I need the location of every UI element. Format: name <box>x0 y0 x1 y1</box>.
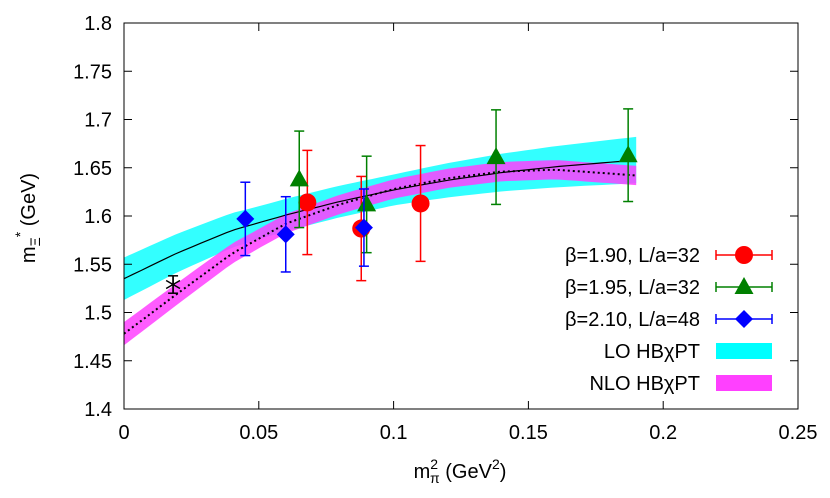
data-point-triangle <box>289 169 309 187</box>
x-axis-title-unit-post: ) <box>500 461 507 483</box>
y-tick-label: 1.65 <box>73 158 112 180</box>
data-point-triangle <box>486 147 506 165</box>
data-point-diamond <box>236 209 255 228</box>
x-tick-label: 0.25 <box>779 422 818 444</box>
bands-layer <box>124 136 637 346</box>
x-tick-label: 0.15 <box>509 422 548 444</box>
curve-nlo <box>123 168 637 335</box>
data-point-circle <box>298 193 317 212</box>
y-tick-label: 1.55 <box>73 254 112 276</box>
y-axis-title: mΞ* (GeV) <box>12 173 43 263</box>
points-layer <box>165 108 638 294</box>
y-axis-title-sub: Ξ <box>27 237 43 246</box>
legend-marker-diamond <box>735 310 753 328</box>
data-point-circle <box>411 194 430 213</box>
x-tick-label: 0.1 <box>380 422 408 444</box>
x-axis-title-base: m <box>414 461 431 483</box>
data-point-diamond <box>354 218 373 237</box>
legend-label: LO HBχPT <box>604 341 700 363</box>
data-point-diamond <box>276 225 295 244</box>
x-tick-label: 0.05 <box>239 422 278 444</box>
ticks-layer: 0 0.05 0.1 0.15 0.2 0.25 1.4 1.45 1.5 1.55 1.6 1.65… <box>73 13 817 444</box>
y-axis-title-base: m <box>18 246 40 263</box>
x-axis-title-unit-sup: 2 <box>492 456 500 472</box>
asterisk-stroke <box>165 279 181 290</box>
legend-label: NLO HBχPT <box>589 373 700 395</box>
legend-band-swatch <box>716 343 772 359</box>
y-tick-label: 1.5 <box>84 303 112 325</box>
x-axis-title-sub: π <box>430 470 440 486</box>
x-tick-label: 0.2 <box>649 422 677 444</box>
y-tick-label: 1.8 <box>84 13 112 35</box>
x-axis-title: m2 π (GeV2) <box>414 456 507 486</box>
x-axis-title-sup: 2 <box>430 456 438 472</box>
band-nlo <box>124 160 637 346</box>
legend: β=1.90, L/a=32 β=1.95, L/a=32 β=2.10, L/a=… <box>565 245 773 395</box>
legend-label: β=2.10, L/a=48 <box>565 309 700 331</box>
x-axis-title-unit-pre: (GeV <box>440 461 493 483</box>
legend-marker-triangle <box>734 277 754 294</box>
y-tick-label: 1.6 <box>84 206 112 228</box>
legend-label: β=1.95, L/a=32 <box>565 277 700 299</box>
physical-point <box>165 276 181 293</box>
data-point-triangle <box>357 194 377 212</box>
y-tick-label: 1.75 <box>73 61 112 83</box>
y-tick-label: 1.7 <box>84 110 112 132</box>
x-tick-label: 0 <box>118 422 129 444</box>
data-point-triangle <box>618 145 638 163</box>
legend-band-swatch <box>716 375 772 391</box>
legend-marker-circle <box>735 246 753 264</box>
y-axis-title-sup: * <box>12 231 28 237</box>
y-axis-title-unit: (GeV) <box>18 173 40 232</box>
legend-label: β=1.90, L/a=32 <box>565 245 700 267</box>
curves-layer <box>123 159 637 335</box>
y-tick-label: 1.45 <box>73 351 112 373</box>
y-tick-label: 1.4 <box>84 399 112 421</box>
